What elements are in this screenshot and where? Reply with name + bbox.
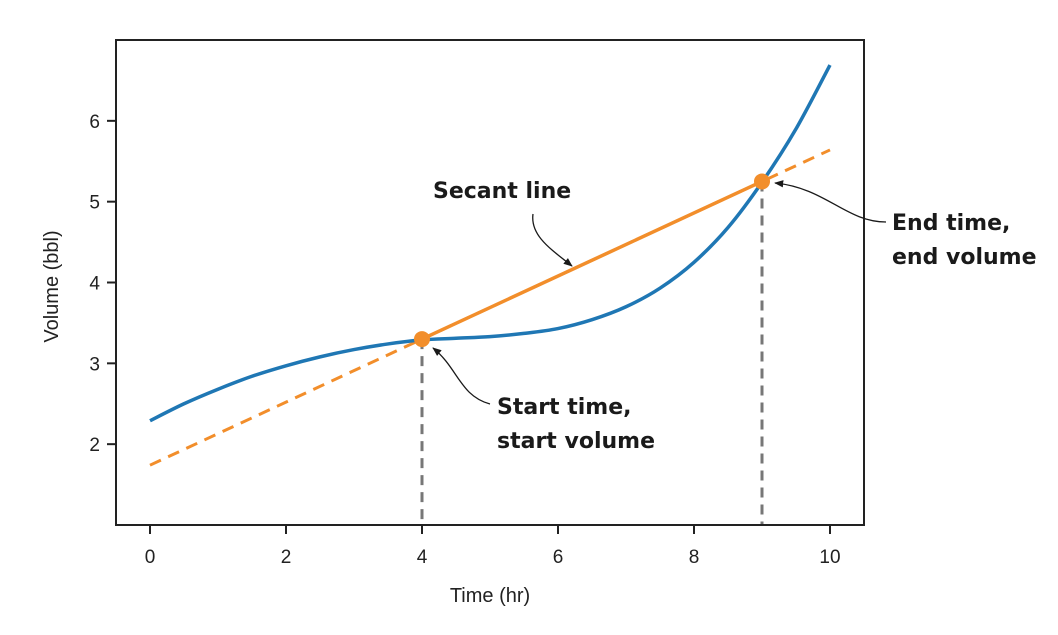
annotations: Secant line Start time, start volume End ti… xyxy=(432,179,1037,454)
plot-frame xyxy=(115,39,865,526)
annotation-line: end volume xyxy=(892,245,1037,270)
x-tick-label: 4 xyxy=(417,547,428,568)
x-tick-label: 8 xyxy=(689,547,700,568)
secant-point xyxy=(414,331,430,348)
y-tick-label: 4 xyxy=(89,274,100,295)
y-tick-label: 3 xyxy=(89,354,100,375)
y-tick-label: 2 xyxy=(89,435,100,456)
x-tick-label: 0 xyxy=(145,547,156,568)
secant-line xyxy=(421,179,763,341)
annotation-arrow xyxy=(432,347,491,405)
annotation-arrow xyxy=(532,213,573,267)
annotation-line: Secant line xyxy=(433,179,571,204)
x-tick-label: 2 xyxy=(281,547,292,568)
annotation-arrow xyxy=(774,180,887,223)
y-tick-label: 6 xyxy=(89,112,100,133)
y-tick-label: 5 xyxy=(89,193,100,214)
annotation-label: Secant line xyxy=(433,179,571,204)
plot-area xyxy=(149,64,832,525)
annotation-label: Start time, start volume xyxy=(497,395,655,454)
annotation-label: End time, end volume xyxy=(892,211,1037,270)
secant-point xyxy=(754,173,770,190)
annotation-line: Start time, xyxy=(497,395,632,420)
x-tick-label: 10 xyxy=(819,547,840,568)
y-axis-title: Volume (bbl) xyxy=(41,230,63,342)
annotation-line: start volume xyxy=(497,429,655,454)
annotation-line: End time, xyxy=(892,211,1010,236)
axis-ticks: 0 2 4 6 8 10 2 3 4 5 6 xyxy=(89,112,840,568)
x-axis-title: Time (hr) xyxy=(450,585,530,607)
volume-curve xyxy=(149,64,832,423)
x-tick-label: 6 xyxy=(553,547,564,568)
